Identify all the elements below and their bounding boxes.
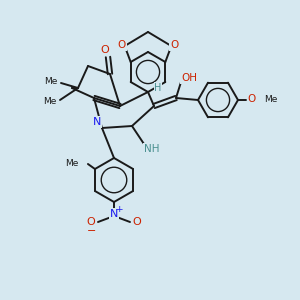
Text: NH: NH: [144, 144, 160, 154]
Text: O: O: [100, 45, 109, 55]
Text: Me: Me: [66, 158, 79, 167]
Text: +: +: [115, 206, 123, 214]
Text: O: O: [118, 40, 126, 50]
Text: Me: Me: [264, 94, 278, 103]
Text: O: O: [87, 217, 95, 227]
Text: H: H: [154, 83, 162, 93]
Text: O: O: [133, 217, 141, 227]
Text: O: O: [170, 40, 178, 50]
Text: N: N: [110, 209, 118, 219]
Text: −: −: [87, 226, 97, 236]
Text: OH: OH: [181, 73, 197, 83]
Text: Me: Me: [44, 76, 58, 85]
Text: N: N: [93, 117, 101, 127]
Text: Me: Me: [43, 98, 57, 106]
Text: O: O: [248, 94, 256, 104]
